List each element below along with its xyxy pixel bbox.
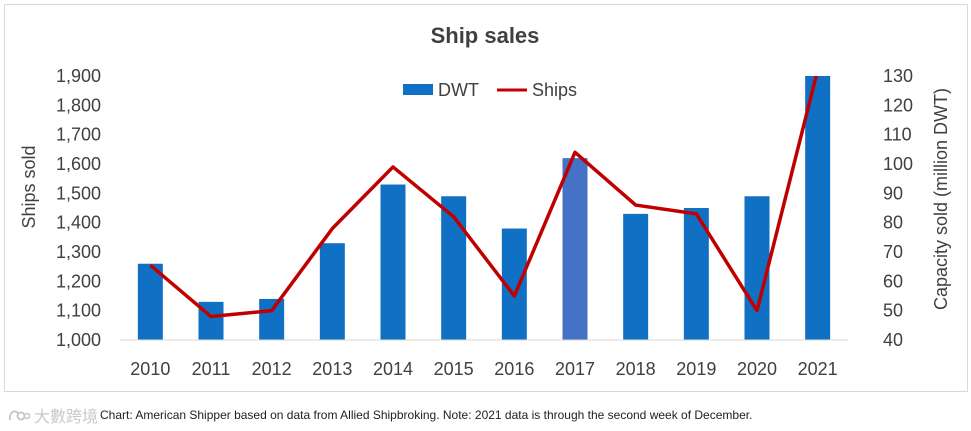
- x-tick-label: 2020: [737, 359, 777, 379]
- chart-canvas: Ship sales DWT Ships Ships sold Capacity…: [19, 23, 951, 379]
- chart-caption: Chart: American Shipper based on data fr…: [100, 408, 753, 422]
- x-tick-label: 2012: [252, 359, 292, 379]
- watermark-text: 大數跨境: [34, 407, 99, 426]
- y-axis-left-label: Ships sold: [19, 145, 39, 228]
- bar-dwt-2012: [259, 298, 285, 340]
- y-right-tick-label: 100: [883, 154, 913, 174]
- bar-dwt-2013: [319, 243, 345, 340]
- y-right-tick-label: 40: [883, 330, 903, 350]
- x-tick-label: 2010: [130, 359, 170, 379]
- x-tick-label: 2013: [312, 359, 352, 379]
- x-tick-label: 2021: [798, 359, 838, 379]
- y-left-tick-label: 1,200: [56, 271, 101, 291]
- logo-icon: [8, 410, 30, 421]
- bar-dwt-2014: [380, 184, 406, 340]
- x-tick-label: 2016: [494, 359, 534, 379]
- y-left-tick-label: 1,400: [56, 213, 101, 233]
- chart-title: Ship sales: [431, 23, 540, 48]
- y-left-tick-label: 1,900: [56, 66, 101, 86]
- legend-label-dwt: DWT: [438, 80, 479, 100]
- caption-row: 大數跨境 Chart: American Shipper based on da…: [8, 404, 752, 426]
- bar-series-dwt: [137, 76, 831, 340]
- x-axis-ticks: 2010 2011 2012 2013 2014 2015 2016 2017 2018 2019…: [130, 359, 837, 379]
- x-tick-label: 2017: [555, 359, 595, 379]
- bar-dwt-2015: [441, 196, 467, 340]
- y-right-tick-label: 70: [883, 242, 903, 262]
- y-left-tick-label: 1,300: [56, 242, 101, 262]
- x-tick-label: 2014: [373, 359, 413, 379]
- y-left-tick-label: 1,500: [56, 183, 101, 203]
- y-axis-right-ticks: 40 50 60 70 80 90 100 110 120 130: [883, 66, 913, 350]
- y-right-tick-label: 120: [883, 95, 913, 115]
- x-tick-label: 2015: [434, 359, 474, 379]
- y-left-tick-label: 1,100: [56, 301, 101, 321]
- legend-swatch-dwt: [403, 84, 433, 95]
- y-right-tick-label: 50: [883, 301, 903, 321]
- line-ships-path: [149, 76, 818, 319]
- bar-dwt-2020: [744, 196, 770, 340]
- bar-dwt-2017: [562, 158, 588, 340]
- y-axis-right-label: Capacity sold (million DWT): [931, 88, 951, 310]
- y-axis-left-ticks: 1,000 1,100 1,200 1,300 1,400 1,500 1,600 1,700…: [56, 66, 101, 350]
- x-tick-label: 2018: [616, 359, 656, 379]
- y-left-tick-label: 1,800: [56, 95, 101, 115]
- bar-dwt-2010: [137, 263, 163, 340]
- y-left-tick-label: 1,600: [56, 154, 101, 174]
- y-right-tick-label: 80: [883, 213, 903, 233]
- x-tick-label: 2011: [192, 359, 231, 379]
- y-right-tick-label: 60: [883, 271, 903, 291]
- watermark: 大數跨境: [8, 403, 98, 427]
- bar-dwt-2018: [623, 213, 649, 340]
- chart-frame: Ship sales DWT Ships Ships sold Capacity…: [4, 4, 968, 392]
- legend-label-ships: Ships: [532, 80, 577, 100]
- y-left-tick-label: 1,700: [56, 125, 101, 145]
- y-right-tick-label: 130: [883, 66, 913, 86]
- line-series-ships: [149, 76, 818, 319]
- y-left-tick-label: 1,000: [56, 330, 101, 350]
- y-right-tick-label: 110: [883, 125, 912, 145]
- chart-legend: DWT Ships: [403, 80, 577, 100]
- bar-dwt-2021: [805, 76, 831, 340]
- y-right-tick-label: 90: [883, 183, 903, 203]
- x-tick-label: 2019: [676, 359, 716, 379]
